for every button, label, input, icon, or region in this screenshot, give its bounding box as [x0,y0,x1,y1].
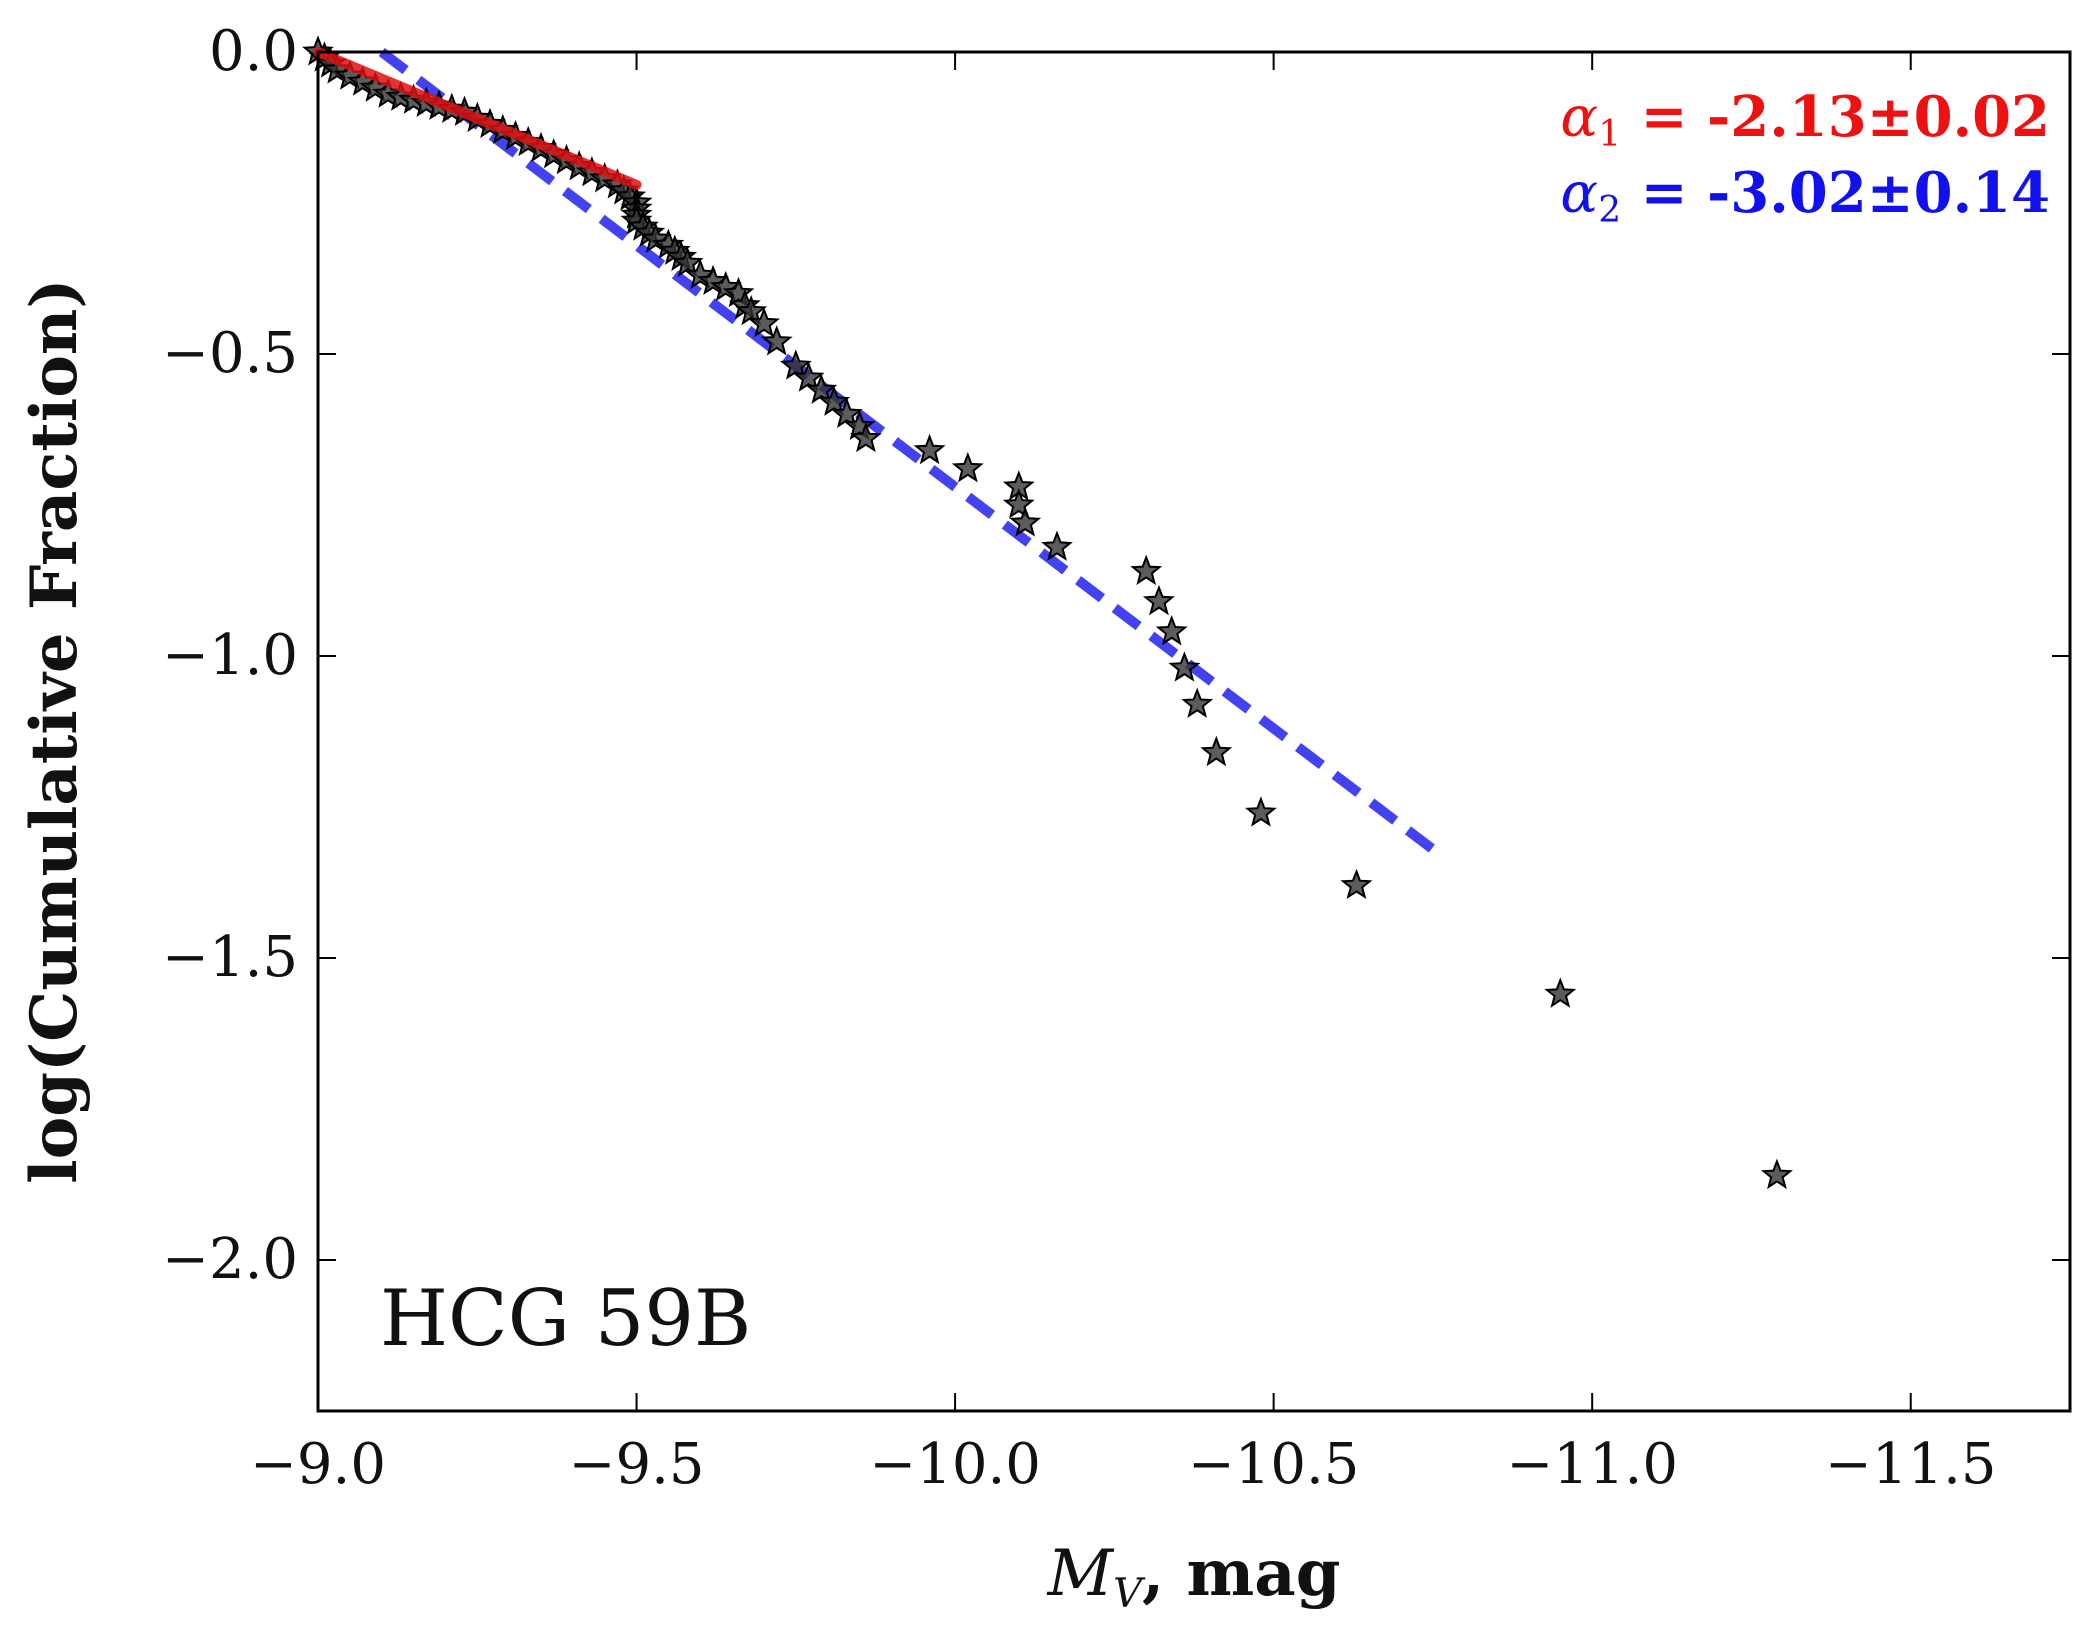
alpha1-annotation: α1 = -2.13±0.02 [1560,84,2050,155]
x-axis: −9.0 −9.5 −10.0 −10.5 −11.0 −11.5 [250,52,1997,1497]
data-point-star [1041,530,1073,561]
alpha1-value: = -2.13±0.02 [1621,84,2050,150]
data-point-star [760,325,793,356]
x-tick-label: −11.0 [1506,1432,1678,1497]
data-point-star [843,409,876,441]
x-axis-label-unit: , mag [1142,1536,1341,1611]
data-point-star [830,397,863,428]
data-point-star [779,349,812,380]
y-tick-label: −1.5 [162,925,298,990]
data-point-star [913,433,946,465]
x-tick-label: −9.0 [250,1432,386,1497]
panel-label: HCG 59B [380,1274,751,1364]
data-point-star [1200,735,1233,767]
data-point-star [1009,506,1042,537]
plot-background [318,52,2070,1411]
y-axis-label: log(Cumulative Fraction) [17,278,92,1183]
data-point-star [1168,651,1201,682]
alpha1-symbol: α [1560,85,1598,150]
data-point-star [1130,554,1163,586]
alpha2-subscript: 2 [1598,190,1621,231]
y-axis: 0.0 −0.5 −1.0 −1.5 −2.0 [162,19,2070,1292]
chart-marks [302,35,1793,1190]
alpha2-symbol: α [1560,161,1598,226]
data-point-star [1760,1158,1793,1190]
data-point-star [805,373,838,404]
data-point-star [1002,488,1035,519]
alpha1-subscript: 1 [1598,114,1621,155]
data-point-star [722,276,755,308]
data-point-star [639,222,672,253]
x-tick-label: −9.5 [569,1432,705,1497]
data-point-star [1155,614,1188,646]
x-tick-label: −10.0 [869,1432,1041,1497]
data-point-star [697,264,729,296]
alpha2-annotation: α2 = -3.02±0.14 [1560,160,2050,231]
data-point-star [849,421,882,453]
fit-line-alpha1 [313,47,642,190]
data-point-star [951,452,984,483]
data-point-star [684,258,717,290]
data-point-star [671,246,704,277]
data-point-star [709,270,742,302]
plot-frame [316,50,2072,1413]
x-tick-label: −10.5 [1188,1432,1360,1497]
data-point-star [1544,977,1577,1008]
y-tick-label: −0.5 [162,321,298,386]
data-point-star [735,294,768,326]
data-point-star [1181,687,1214,718]
data-point-star [792,361,825,392]
x-axis-label-subscript: V [1113,1571,1146,1617]
fit-line-alpha2 [378,48,1436,854]
y-tick-label: −1.0 [162,623,298,688]
data-point-star [1142,584,1175,616]
data-point-star [1340,868,1373,900]
x-axis-label-symbol: M [1047,1537,1115,1611]
y-tick-label: 0.0 [209,19,298,84]
x-tick-label: −11.5 [1825,1432,1997,1497]
y-tick-label: −2.0 [162,1227,298,1292]
data-point-star [1244,796,1277,827]
alpha2-value: = -3.02±0.14 [1621,160,2050,226]
x-axis-label: MV, mag [1047,1536,1341,1617]
data-point-star [747,307,780,338]
data-point-star [818,385,851,416]
